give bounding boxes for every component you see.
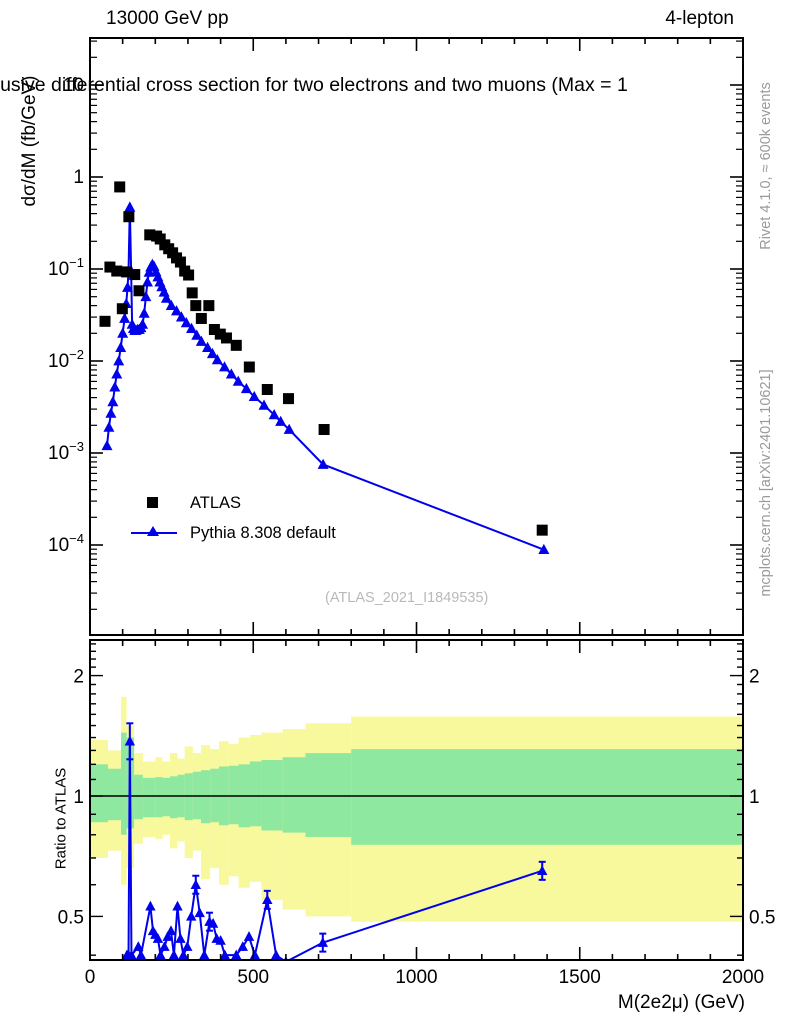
beam-energy-label: 13000 GeV pp bbox=[106, 8, 229, 29]
svg-text:0.5: 0.5 bbox=[58, 907, 84, 928]
svg-text:2: 2 bbox=[749, 667, 760, 688]
svg-text:1: 1 bbox=[749, 787, 760, 808]
svg-text:1000: 1000 bbox=[395, 967, 437, 988]
legend-pythia-triangle-marker bbox=[147, 526, 159, 536]
legend-atlas-square-marker bbox=[147, 497, 158, 508]
mcplots-arxiv-note: mcplots.cern.ch [arXiv:2401.10621] bbox=[758, 369, 774, 597]
main-y-axis-title: dσ/dM (fb/GeV) bbox=[19, 75, 40, 207]
svg-text:0.5: 0.5 bbox=[749, 907, 775, 928]
svg-text:10: 10 bbox=[63, 75, 84, 96]
svg-text:1: 1 bbox=[73, 787, 84, 808]
svg-text:10−3: 10−3 bbox=[48, 439, 84, 464]
x-axis-title: M(2e2μ) (GeV) bbox=[617, 992, 745, 1013]
analysis-group-label: 4-lepton bbox=[665, 8, 734, 29]
rivet-version-note: Rivet 4.1.0, ≈ 600k events bbox=[758, 82, 774, 250]
svg-text:1: 1 bbox=[73, 167, 84, 188]
svg-text:10−1: 10−1 bbox=[48, 255, 84, 280]
svg-text:10−4: 10−4 bbox=[48, 531, 84, 556]
svg-text:10−2: 10−2 bbox=[48, 347, 84, 372]
analysis-id-watermark: (ATLAS_2021_I1849535) bbox=[325, 590, 489, 606]
ratio-y-axis-title: Ratio to ATLAS bbox=[52, 767, 70, 870]
svg-text:2000: 2000 bbox=[722, 967, 764, 988]
svg-text:1500: 1500 bbox=[559, 967, 601, 988]
legend-pythia-label: Pythia 8.308 default bbox=[190, 524, 336, 542]
plot-title: clusive differential cross section for t… bbox=[0, 74, 628, 96]
svg-text:0: 0 bbox=[85, 967, 96, 988]
legend-atlas-label: ATLAS bbox=[190, 494, 242, 512]
svg-text:2: 2 bbox=[73, 667, 84, 688]
svg-text:500: 500 bbox=[237, 967, 269, 988]
